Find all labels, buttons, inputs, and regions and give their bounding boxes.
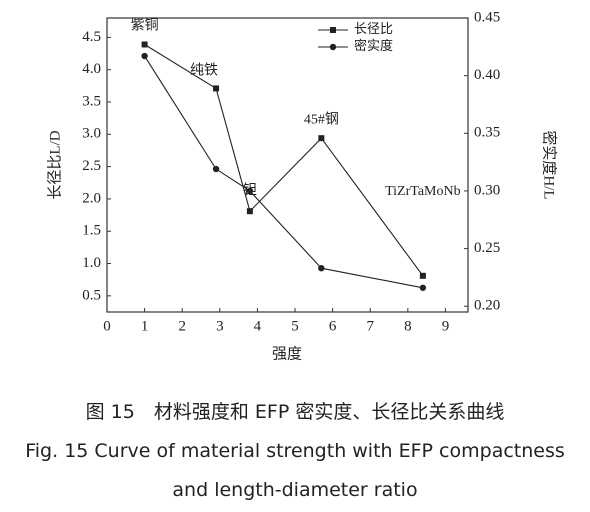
y2-tick-label: 0.45 bbox=[474, 9, 500, 25]
y2-tick-label: 0.35 bbox=[474, 125, 500, 141]
y-tick-label: 3.5 bbox=[82, 93, 101, 109]
annotation: 钽 bbox=[243, 182, 257, 198]
marker bbox=[212, 165, 220, 173]
y-axis-label: 长径比L/D bbox=[46, 130, 63, 199]
y-tick-label: 4.5 bbox=[82, 29, 101, 45]
legend-label: 长径比 bbox=[354, 21, 393, 36]
marker bbox=[419, 272, 426, 279]
marker bbox=[330, 27, 336, 33]
y-tick-label: 4.0 bbox=[82, 61, 101, 77]
chart: 强度 长径比L/D 密实度H/L 0 1 2 3 4 5 6 7 8 9 0.5 1.0 1.5 2.0 2… bbox=[46, 9, 558, 362]
y2-tick-label: 0.20 bbox=[474, 298, 500, 314]
x-tick-label: 2 bbox=[178, 318, 186, 334]
y2-tick-label: 0.30 bbox=[474, 182, 500, 198]
marker bbox=[318, 135, 325, 142]
marker bbox=[246, 187, 254, 195]
y2-axis-label: 密实度H/L bbox=[541, 130, 558, 199]
plot-frame bbox=[106, 17, 469, 313]
marker bbox=[329, 43, 337, 51]
x-tick-label: 7 bbox=[366, 318, 374, 334]
series-line bbox=[144, 44, 424, 277]
x-axis-label: 强度 bbox=[272, 345, 302, 362]
annotation: 紫铜 bbox=[131, 18, 159, 34]
marker bbox=[213, 85, 220, 92]
marker bbox=[141, 52, 148, 60]
annotation: 45#钢 bbox=[304, 111, 339, 127]
y-tick-label: 1.5 bbox=[82, 223, 101, 239]
y-tick-label: 2.5 bbox=[82, 158, 101, 174]
caption-en: Fig. 15 Curve of material strength with … bbox=[25, 440, 565, 501]
y-tick-label: 2.0 bbox=[82, 190, 101, 206]
y-tick-label: 1.0 bbox=[82, 255, 101, 271]
marker bbox=[141, 41, 148, 48]
y2-tick-label: 0.25 bbox=[474, 240, 500, 256]
x-tick-label: 1 bbox=[141, 318, 149, 334]
legend-label: 密实度 bbox=[354, 38, 393, 53]
x-tick-label: 0 bbox=[103, 318, 111, 334]
marker bbox=[246, 208, 253, 215]
marker bbox=[318, 264, 325, 272]
series-line bbox=[144, 55, 423, 289]
annotation: 纯铁 bbox=[190, 63, 218, 79]
caption-zh: 图 15 材料强度和 EFP 密实度、长径比关系曲线 bbox=[85, 401, 505, 423]
y-tick-label: 0.5 bbox=[82, 287, 101, 303]
marker bbox=[419, 284, 427, 291]
x-tick-label: 8 bbox=[404, 318, 412, 334]
x-tick-label: 3 bbox=[216, 318, 224, 334]
y2-tick-label: 0.40 bbox=[474, 67, 500, 83]
x-tick-label: 4 bbox=[254, 318, 262, 334]
x-tick-label: 6 bbox=[329, 318, 337, 334]
annotation: TiZrTaMoNb bbox=[385, 184, 461, 199]
y-tick-label: 3.0 bbox=[82, 126, 101, 142]
x-tick-label: 5 bbox=[291, 318, 299, 334]
x-tick-label: 9 bbox=[442, 318, 450, 334]
